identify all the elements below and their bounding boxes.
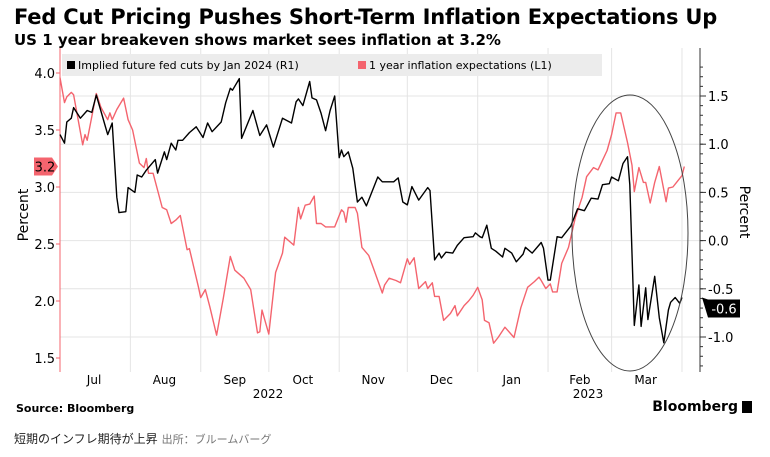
legend-swatch-inflation [358, 61, 366, 69]
logo-chart-icon [742, 401, 752, 413]
x-tick-label-jan: Jan [501, 373, 521, 387]
x-tick-label-jul: Jul [86, 373, 101, 387]
left-tick-label: 2.5 [34, 238, 55, 253]
x-tick-label-mar: Mar [634, 373, 657, 387]
left-tick-label: 3.5 [34, 124, 55, 139]
left-tick-label: 4.0 [34, 67, 55, 82]
highlight-ellipse [571, 94, 689, 372]
inflation-last-value: 3.2 [35, 160, 56, 175]
year-label-2023: 2023 [573, 387, 604, 401]
logo-text: Bloomberg [652, 399, 738, 415]
left-axis-label: Percent [16, 188, 32, 241]
inflation-last-value-tag [34, 157, 58, 176]
x-tick-label-feb: Feb [569, 373, 590, 387]
fed-cuts-last-value: -0.6 [711, 302, 736, 317]
left-tick-label: 2.0 [34, 295, 55, 310]
x-tick-label-dec: Dec [430, 373, 453, 387]
chart-subtitle: US 1 year breakeven shows market sees in… [14, 31, 501, 49]
gridlines [60, 48, 700, 372]
year-label-2022: 2022 [253, 387, 284, 401]
legend: Implied future fed cuts by Jan 2024 (R1)… [62, 54, 602, 76]
x-tick-label-aug: Aug [153, 373, 176, 387]
right-tick-label: 1.0 [708, 138, 729, 153]
caption-credit: 出所：ブルームバーグ [161, 433, 272, 446]
inflation-expectations-line [59, 77, 685, 344]
right-tick-label: 1.5 [708, 90, 729, 105]
right-tick-label: 0.5 [708, 186, 729, 201]
fed-cuts-line [59, 77, 683, 344]
series-lines [59, 77, 685, 344]
source-note: Source: Bloomberg [16, 402, 135, 415]
legend-label-fed-cuts: Implied future fed cuts by Jan 2024 (R1) [78, 59, 299, 72]
right-tick-label: -0.5 [708, 283, 733, 298]
left-tick-label: 1.5 [34, 352, 55, 367]
bloomberg-logo: Bloomberg [652, 399, 752, 415]
right-tick-label: 0.0 [708, 235, 729, 250]
caption: 短期のインフレ期待が上昇 出所：ブルームバーグ [14, 430, 271, 447]
legend-label-inflation: 1 year inflation expectations (L1) [369, 59, 552, 72]
left-tick-label: 3.0 [34, 181, 55, 196]
right-tick-label: -1.0 [708, 331, 733, 346]
chart-title: Fed Cut Pricing Pushes Short-Term Inflat… [14, 5, 718, 29]
legend-swatch-fed-cuts [67, 61, 75, 69]
fed-cuts-last-value-tag [702, 297, 740, 318]
caption-text: 短期のインフレ期待が上昇 [14, 432, 158, 446]
right-axis-label: Percent [736, 186, 752, 239]
axes: Jul Aug Sep Oct Nov Dec Jan Feb Mar 1.5 2.0 2.5 3.0 3… [34, 48, 733, 387]
x-tick-label-oct: Oct [293, 373, 314, 387]
x-tick-label-sep: Sep [223, 373, 246, 387]
x-tick-label-nov: Nov [362, 373, 385, 387]
